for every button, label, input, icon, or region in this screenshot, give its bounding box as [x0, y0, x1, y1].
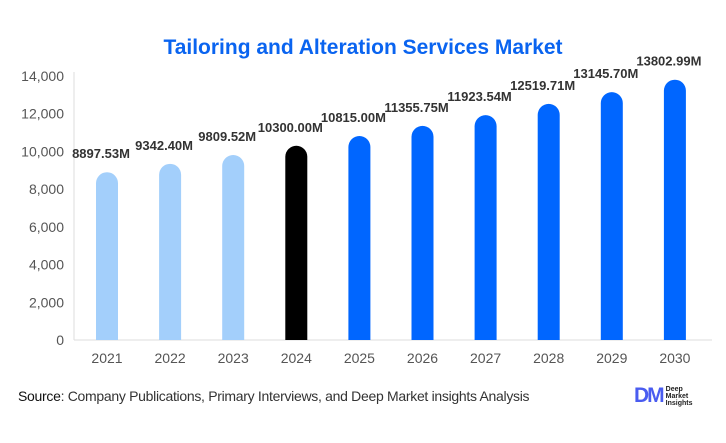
bar	[663, 79, 686, 340]
x-tick-label: 2030	[659, 350, 690, 366]
data-label: 11923.54M	[447, 89, 511, 104]
x-tick-label: 2029	[596, 350, 627, 366]
bar	[159, 163, 182, 340]
x-tick-label: 2025	[344, 350, 375, 366]
logo-text: Deep Market Insights	[665, 385, 693, 407]
x-tick-label: 2024	[281, 350, 312, 366]
data-label: 13145.70M	[573, 66, 638, 81]
source-note: Source: Company Publications, Primary In…	[18, 388, 530, 404]
x-tick-label: 2026	[407, 350, 438, 366]
y-tick-label: 8,000	[29, 181, 64, 197]
y-tick-label: 10,000	[21, 143, 64, 159]
data-label: 12519.71M	[510, 78, 575, 93]
bar	[537, 103, 560, 340]
bar	[600, 92, 623, 340]
logo: DM Deep Market Insights	[634, 384, 693, 408]
bar	[222, 155, 245, 340]
bar-chart: 0 2,000 4,000 6,000 8,000 10,000 12,000 14,000 2…	[21, 54, 712, 366]
data-label: 9809.52M	[198, 129, 256, 144]
x-tick-label: 2027	[470, 350, 501, 366]
y-tick-label: 0	[56, 332, 64, 348]
chart-title: Tailoring and Alteration Services Market	[163, 36, 563, 59]
y-tick-label: 6,000	[29, 219, 64, 235]
source-label: Source	[18, 388, 61, 404]
bar	[285, 145, 308, 340]
bar	[96, 172, 118, 340]
x-tick-label: 2021	[91, 350, 122, 366]
x-tick-label: 2023	[218, 350, 249, 366]
y-tick-label: 4,000	[29, 257, 64, 273]
data-label: 10300.00M	[258, 120, 323, 135]
y-tick-label: 14,000	[21, 68, 64, 84]
logo-mark: DM	[634, 384, 665, 407]
bar	[348, 136, 371, 340]
data-label: 9342.40M	[135, 138, 193, 153]
y-tick-label: 12,000	[21, 106, 64, 122]
x-tick-label: 2022	[155, 350, 186, 366]
x-tick-label: 2028	[533, 350, 564, 366]
y-tick-label: 2,000	[29, 294, 64, 310]
data-label: 10815.00M	[321, 110, 386, 125]
data-label: 11355.75M	[384, 100, 448, 115]
bar	[411, 125, 434, 340]
source-text: : Company Publications, Primary Intervie…	[60, 388, 530, 404]
data-label: 13802.99M	[636, 54, 701, 69]
bar	[474, 115, 497, 340]
data-label: 8897.53M	[72, 146, 130, 161]
